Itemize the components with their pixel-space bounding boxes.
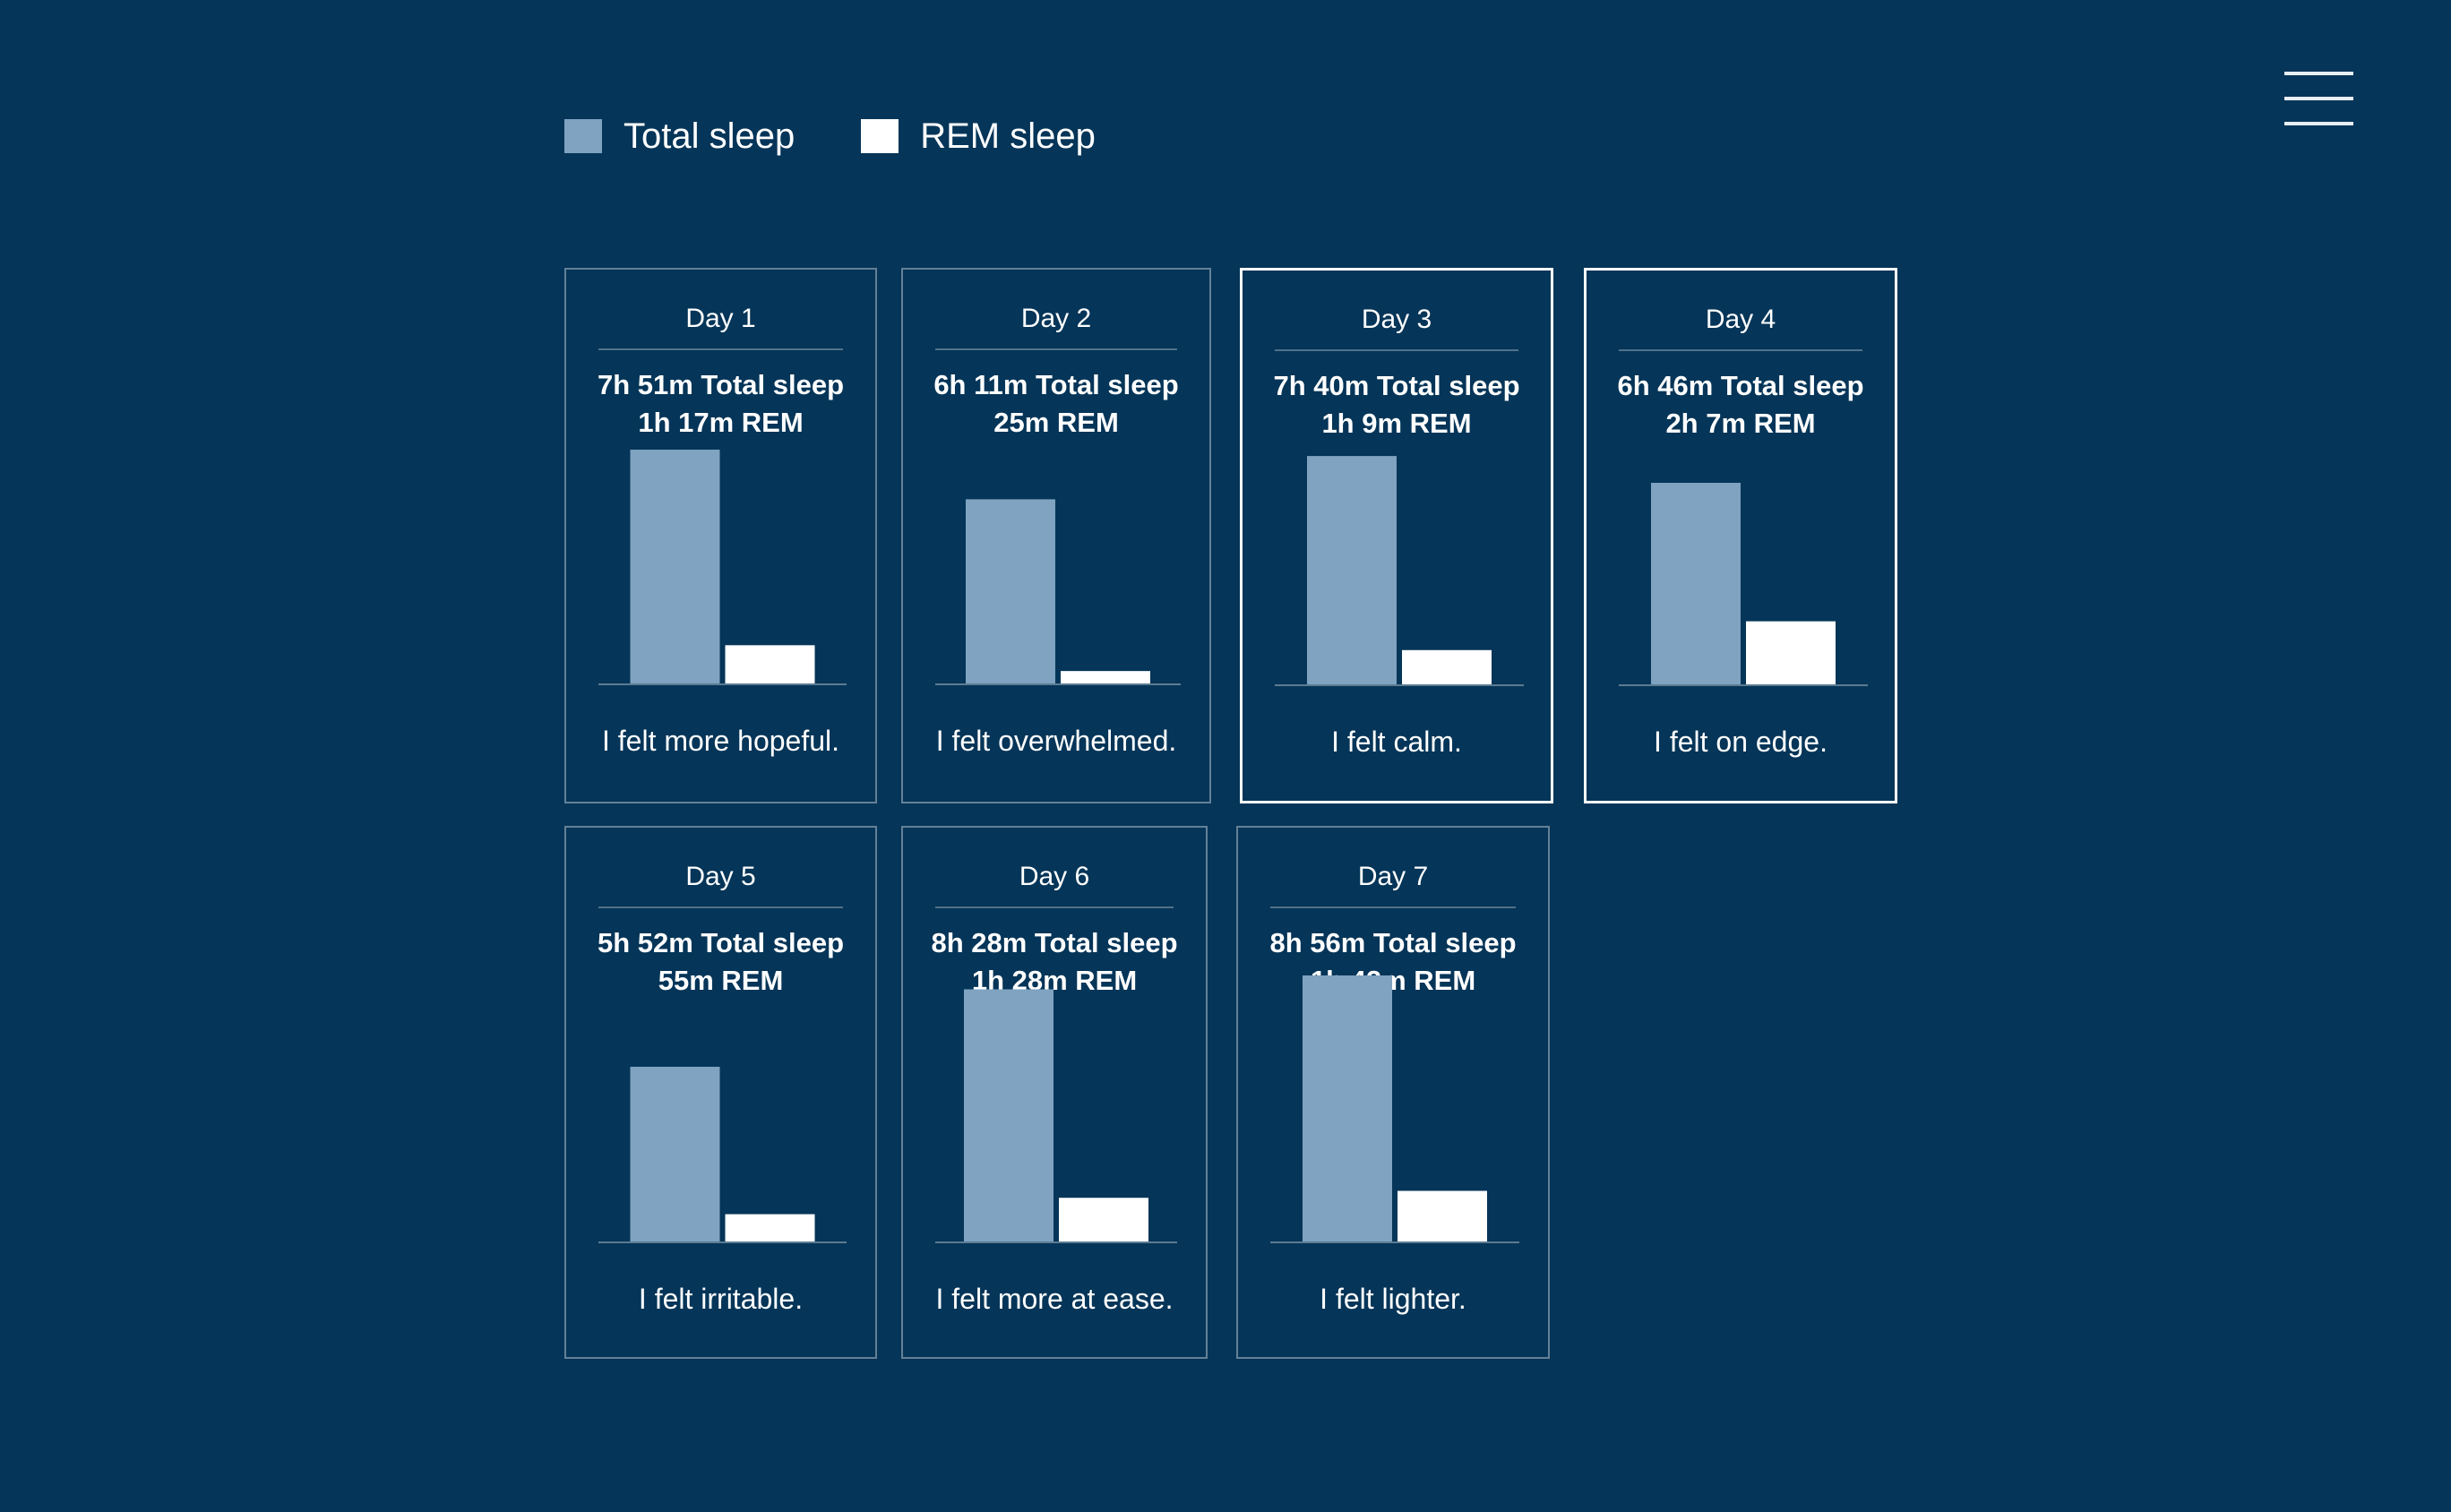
bar-rem-sleep (1746, 621, 1836, 684)
bar-rem-sleep (1059, 1198, 1148, 1241)
day-bar-chart (598, 449, 847, 685)
card-divider (598, 906, 843, 908)
bar-rem-sleep (725, 645, 815, 683)
card-total-sleep: 5h 52m Total sleep (597, 927, 845, 958)
day-bar-chart (1619, 483, 1868, 686)
card-day-label: Day 2 (1020, 304, 1092, 333)
day-card-7[interactable]: Day 7 8h 56m Total sleep 1h 42m REM I fe… (1236, 826, 1550, 1359)
card-total-sleep: 8h 28m Total sleep (931, 927, 1178, 958)
day-card-1[interactable]: Day 1 7h 51m Total sleep 1h 17m REM I fe… (564, 268, 877, 803)
bar-total-sleep (966, 499, 1055, 683)
day-bar-chart (598, 1066, 847, 1243)
day-bar-chart (1270, 975, 1519, 1243)
bar-total-sleep (1303, 975, 1392, 1241)
card-stats: 7h 40m Total sleep 1h 9m REM (1243, 367, 1551, 442)
card-stats: 6h 11m Total sleep 25m REM (903, 366, 1209, 442)
card-divider (935, 348, 1177, 350)
card-divider (1270, 906, 1516, 908)
menu-line-2 (2284, 97, 2353, 100)
card-divider (1619, 349, 1862, 351)
legend-label-total-sleep: Total sleep (624, 116, 796, 156)
card-day-label: Day 3 (1361, 305, 1432, 334)
card-divider (935, 906, 1174, 908)
card-mood: I felt more hopeful. (601, 725, 840, 757)
card-day-label: Day 6 (1019, 862, 1090, 891)
bar-rem-sleep (1398, 1190, 1487, 1241)
card-stats: 8h 28m Total sleep 1h 28m REM (903, 924, 1206, 1000)
card-mood: I felt lighter. (1320, 1283, 1466, 1315)
legend-label-rem-sleep: REM sleep (920, 116, 1096, 156)
card-stats: 7h 51m Total sleep 1h 17m REM (566, 366, 875, 442)
day-bar-chart (935, 989, 1177, 1243)
bar-total-sleep (1307, 456, 1397, 684)
card-mood: I felt overwhelmed. (935, 725, 1177, 757)
legend-swatch-rem-sleep (861, 119, 899, 153)
card-mood: I felt on edge. (1654, 726, 1828, 758)
bar-total-sleep (630, 1066, 720, 1241)
hamburger-menu-icon[interactable] (2279, 64, 2354, 133)
card-rem-sleep: 2h 7m REM (1665, 408, 1816, 439)
card-day-label: Day 5 (685, 862, 756, 891)
bar-rem-sleep (725, 1214, 815, 1241)
menu-line-1 (2284, 72, 2353, 75)
card-total-sleep: 7h 40m Total sleep (1273, 370, 1520, 401)
card-rem-sleep: 25m REM (993, 407, 1119, 438)
card-day-label: Day 1 (685, 304, 756, 333)
card-mood: I felt irritable. (638, 1283, 804, 1315)
legend-swatch-total-sleep (564, 119, 602, 153)
card-rem-sleep: 1h 17m REM (638, 407, 804, 438)
card-total-sleep: 8h 56m Total sleep (1269, 927, 1517, 958)
day-card-6[interactable]: Day 6 8h 28m Total sleep 1h 28m REM I fe… (901, 826, 1208, 1359)
day-card-3[interactable]: Day 3 7h 40m Total sleep 1h 9m REM I fel… (1240, 268, 1553, 803)
card-rem-sleep: 55m REM (658, 965, 784, 996)
card-total-sleep: 6h 46m Total sleep (1617, 370, 1864, 401)
bar-rem-sleep (1402, 649, 1492, 684)
legend-item-total-sleep: Total sleep (564, 116, 795, 157)
bar-total-sleep (630, 449, 720, 683)
card-day-label: Day 7 (1357, 862, 1429, 891)
day-card-4[interactable]: Day 4 6h 46m Total sleep 2h 7m REM I fel… (1584, 268, 1897, 803)
bar-total-sleep (964, 989, 1054, 1241)
card-total-sleep: 6h 11m Total sleep (933, 369, 1179, 400)
card-rem-sleep: 1h 9m REM (1321, 408, 1472, 439)
card-total-sleep: 7h 51m Total sleep (597, 369, 845, 400)
legend-item-rem-sleep: REM sleep (861, 116, 1096, 157)
bar-rem-sleep (1061, 671, 1150, 683)
bar-total-sleep (1651, 483, 1741, 684)
card-mood: I felt calm. (1331, 726, 1462, 758)
card-stats: 8h 56m Total sleep 1h 42m REM (1238, 924, 1548, 1000)
card-stats: 6h 46m Total sleep 2h 7m REM (1587, 367, 1895, 442)
card-divider (598, 348, 843, 350)
card-day-label: Day 4 (1705, 305, 1776, 334)
card-mood: I felt more at ease. (935, 1283, 1174, 1315)
chart-legend: Total sleep REM sleep (564, 111, 1162, 161)
day-bar-chart (935, 499, 1181, 685)
day-card-5[interactable]: Day 5 5h 52m Total sleep 55m REM I felt … (564, 826, 877, 1359)
menu-line-3 (2284, 122, 2353, 125)
day-bar-chart (1275, 456, 1524, 686)
card-stats: 5h 52m Total sleep 55m REM (566, 924, 875, 1000)
day-card-2[interactable]: Day 2 6h 11m Total sleep 25m REM I felt … (901, 268, 1211, 803)
card-divider (1275, 349, 1518, 351)
